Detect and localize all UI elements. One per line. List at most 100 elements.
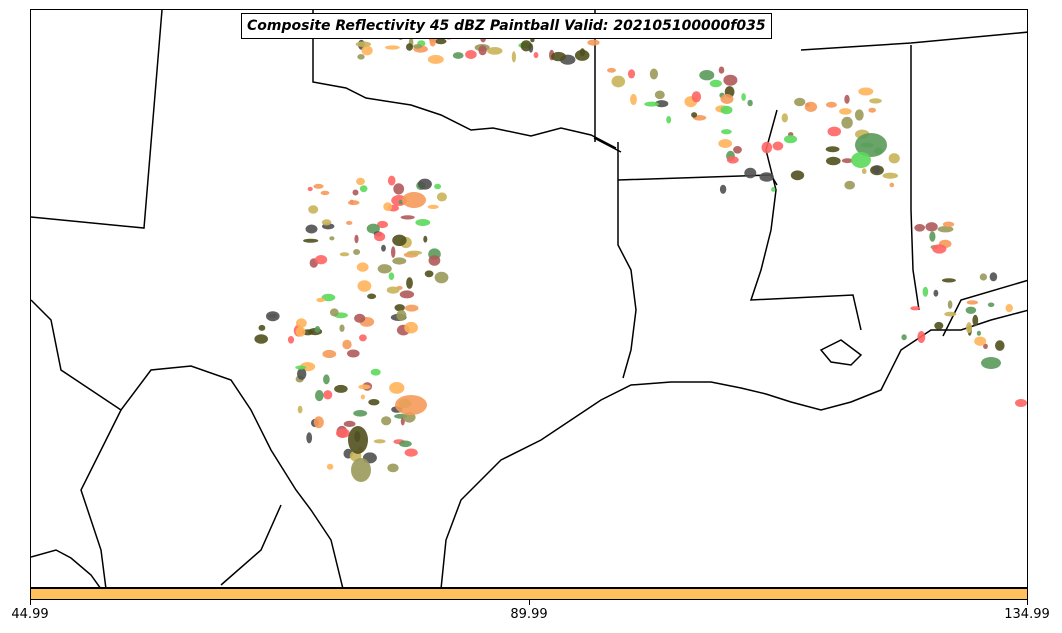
map-frame (30, 9, 1028, 588)
paint-cell (901, 334, 907, 341)
paint-cell (794, 97, 806, 107)
paint-cell (374, 232, 386, 242)
paint-cell (666, 116, 672, 124)
colorbar-tick-2 (529, 600, 530, 605)
paint-cell (417, 178, 432, 190)
paint-cell (858, 87, 874, 96)
paint-cell (406, 43, 413, 51)
paint-cell (353, 249, 361, 255)
paint-cell (398, 199, 403, 205)
paint-cell (869, 98, 882, 104)
la-marsh-detail (819, 339, 863, 366)
paint-cell (944, 311, 957, 317)
paint-cell (323, 390, 333, 400)
colorbar-tick-label-1: 44.99 (11, 607, 49, 622)
paint-cell (315, 255, 328, 265)
paint-cell (322, 349, 337, 359)
paint-cell (396, 310, 407, 321)
paint-cell (356, 177, 365, 186)
paint-cell (346, 220, 353, 225)
paint-cell (922, 286, 929, 297)
paint-cell (966, 300, 979, 305)
paint-cell (308, 205, 319, 214)
paint-cell (925, 222, 938, 232)
paint-cell (933, 289, 939, 297)
paint-cell (348, 426, 368, 454)
paint-cell (649, 68, 659, 80)
paint-cell (932, 244, 947, 254)
paint-cell (965, 306, 977, 314)
paint-cell (995, 340, 1005, 351)
paint-cell (339, 252, 350, 257)
paint-cell (627, 69, 636, 79)
tn-line (800, 31, 1027, 51)
paint-cell (376, 220, 389, 229)
paint-cell (882, 172, 898, 179)
state-boundaries (31, 10, 1027, 587)
paint-cell (941, 278, 956, 283)
paint-cell (851, 152, 871, 168)
paint-cell (295, 365, 307, 370)
paint-cell (354, 234, 359, 244)
paint-cell (804, 101, 818, 112)
colorbar-tick-3 (1027, 600, 1028, 605)
mexico-state-line-1 (80, 409, 122, 587)
paint-cell (630, 93, 637, 106)
paint-cell (855, 133, 887, 157)
paint-cell (381, 244, 386, 252)
paint-cell (611, 75, 626, 88)
paint-cell (726, 156, 739, 164)
paint-cells (254, 20, 1027, 482)
paint-cell (917, 331, 926, 343)
paint-cell (435, 38, 447, 45)
paint-cell (389, 382, 405, 394)
paint-cell (329, 308, 339, 317)
paint-cell (888, 153, 900, 164)
paint-cell (551, 51, 566, 62)
paint-cell (914, 224, 926, 232)
paint-cell (709, 79, 722, 88)
paint-cell (404, 321, 418, 334)
paint-cell (427, 54, 444, 64)
paint-cell (825, 101, 837, 108)
paint-cell (399, 440, 412, 448)
paint-cell (733, 146, 742, 154)
paint-cell (429, 36, 436, 47)
paint-cell (934, 321, 944, 330)
ok-panhandle-outline (312, 10, 622, 153)
paint-cell (854, 109, 864, 121)
paint-cell (873, 165, 880, 174)
paint-cell (313, 416, 324, 429)
paint-cell (861, 168, 867, 175)
paint-cell (287, 336, 295, 344)
mexico-border (31, 299, 344, 587)
paint-cell (841, 158, 854, 164)
paint-cell (347, 200, 360, 206)
paint-cell (334, 384, 348, 393)
paint-cell (972, 314, 979, 327)
paint-cell (395, 395, 427, 415)
colorbar-tick-label-3: 134.99 (1004, 607, 1050, 622)
paint-cell (520, 40, 532, 52)
paint-cell (719, 184, 727, 194)
paint-cell (339, 324, 345, 332)
paint-cell (976, 330, 982, 336)
paint-cell (699, 70, 715, 81)
paint-cell (979, 273, 988, 281)
paint-cell (295, 326, 306, 337)
paint-cell (607, 67, 616, 73)
paint-cell (394, 304, 405, 312)
paint-cell (966, 322, 972, 334)
paint-cell (406, 277, 413, 289)
mexico-coast (31, 549, 101, 587)
tx-la-line (617, 142, 637, 379)
paint-cell (691, 91, 702, 103)
paint-cell (353, 410, 368, 417)
paint-cell (392, 234, 407, 246)
paint-cell (296, 318, 307, 328)
gulf-coastline (440, 309, 1027, 587)
paint-cell (772, 141, 784, 151)
paint-cell (413, 44, 423, 49)
paint-cell (393, 183, 405, 195)
paint-cell (718, 139, 733, 148)
